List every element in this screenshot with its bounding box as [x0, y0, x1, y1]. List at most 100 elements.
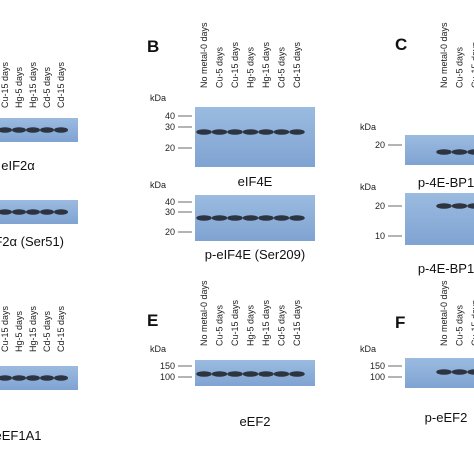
kda-label: kDa	[360, 182, 376, 192]
band	[242, 371, 259, 377]
lane-label: Hg-5 days	[246, 304, 256, 346]
band	[242, 215, 259, 221]
band	[12, 209, 26, 215]
lane-label: Cd-15 days	[292, 41, 302, 88]
panel-letter: C	[395, 35, 407, 54]
marker-label: 20	[375, 140, 385, 150]
kda-label: kDa	[150, 344, 166, 354]
band	[0, 209, 12, 215]
blot	[405, 193, 474, 245]
band	[227, 371, 243, 377]
lane-label: Cd-15 days	[56, 61, 66, 108]
band	[273, 129, 290, 135]
blot-caption: eIF2α	[1, 158, 35, 173]
blot-caption: eIF4E	[238, 174, 273, 189]
band	[12, 127, 26, 133]
panel-letter: B	[147, 37, 159, 56]
marker-label: 20	[375, 201, 385, 211]
band	[289, 371, 305, 377]
lane-label: Cd-15 days	[56, 305, 66, 352]
marker-label: 20	[165, 227, 175, 237]
blot	[195, 107, 315, 167]
lane-label: Cd-5 days	[277, 304, 287, 346]
marker-label: 30	[165, 207, 175, 217]
band	[436, 369, 452, 375]
lane-label: Cu-15 days	[230, 41, 240, 88]
band	[467, 369, 474, 375]
band	[467, 149, 474, 155]
lane-label: Hg-5 days	[246, 46, 256, 88]
lane-label: Cu-15 days	[0, 61, 10, 108]
band	[26, 209, 40, 215]
blot-caption: p-4E-BP1	[418, 261, 474, 276]
marker-label: 100	[160, 372, 175, 382]
lane-label: Cu-15 days	[470, 299, 474, 346]
marker-label: 100	[370, 372, 385, 382]
blot-caption: eEF2	[239, 414, 270, 429]
band	[40, 127, 54, 133]
marker-label: 40	[165, 197, 175, 207]
lane-label: Cu-15 days	[0, 305, 10, 352]
lane-label: No metal-0 days	[439, 280, 449, 346]
band	[258, 215, 274, 221]
band	[273, 371, 290, 377]
lane-label: Hg-5 days	[14, 66, 24, 108]
band	[54, 375, 68, 381]
marker-label: 150	[370, 361, 385, 371]
band	[258, 371, 274, 377]
blot-caption: eEF1A1	[0, 428, 41, 443]
band	[0, 127, 12, 133]
band	[196, 215, 212, 221]
band	[258, 129, 274, 135]
marker-label: 150	[160, 361, 175, 371]
band	[211, 215, 228, 221]
band	[467, 203, 474, 209]
band	[289, 129, 305, 135]
band	[451, 149, 468, 155]
marker-label: 20	[165, 143, 175, 153]
lane-label: Cd-5 days	[42, 66, 52, 108]
band	[227, 129, 243, 135]
lane-label: No metal-0 days	[199, 280, 209, 346]
marker-label: 10	[375, 231, 385, 241]
lane-label: Cu-15 days	[470, 41, 474, 88]
band	[436, 203, 452, 209]
lane-label: Cu-5 days	[455, 46, 465, 88]
lane-label: Cu-5 days	[215, 304, 225, 346]
band	[54, 209, 68, 215]
marker-label: 30	[165, 122, 175, 132]
blot-caption: p-eIF2α (Ser51)	[0, 234, 64, 249]
kda-label: kDa	[360, 344, 376, 354]
band	[26, 375, 40, 381]
kda-label: kDa	[150, 180, 166, 190]
marker-label: 40	[165, 111, 175, 121]
lane-label: Cu-15 days	[230, 299, 240, 346]
panel-letter: E	[147, 311, 158, 330]
lane-label: Hg-15 days	[261, 41, 271, 88]
band	[40, 375, 54, 381]
lane-label: Hg-15 days	[28, 61, 38, 108]
band	[54, 127, 68, 133]
band	[289, 215, 305, 221]
lane-label: Cu-5 days	[215, 46, 225, 88]
band	[0, 375, 12, 381]
band	[12, 375, 26, 381]
kda-label: kDa	[360, 122, 376, 132]
blot-caption: p-4E-BP1	[418, 175, 474, 190]
panel-letter: F	[395, 313, 405, 332]
lane-label: Cd-5 days	[277, 46, 287, 88]
band	[26, 127, 40, 133]
band	[211, 371, 228, 377]
lane-label: No metal-0 days	[199, 22, 209, 88]
band	[196, 129, 212, 135]
lane-label: Cu-5 days	[455, 304, 465, 346]
kda-label: kDa	[150, 93, 166, 103]
band	[40, 209, 54, 215]
blot-caption: p-eIF4E (Ser209)	[205, 247, 305, 262]
lane-label: Hg-5 days	[14, 310, 24, 352]
band	[196, 371, 212, 377]
band	[273, 215, 290, 221]
band	[451, 203, 468, 209]
lane-label: Hg-15 days	[28, 305, 38, 352]
